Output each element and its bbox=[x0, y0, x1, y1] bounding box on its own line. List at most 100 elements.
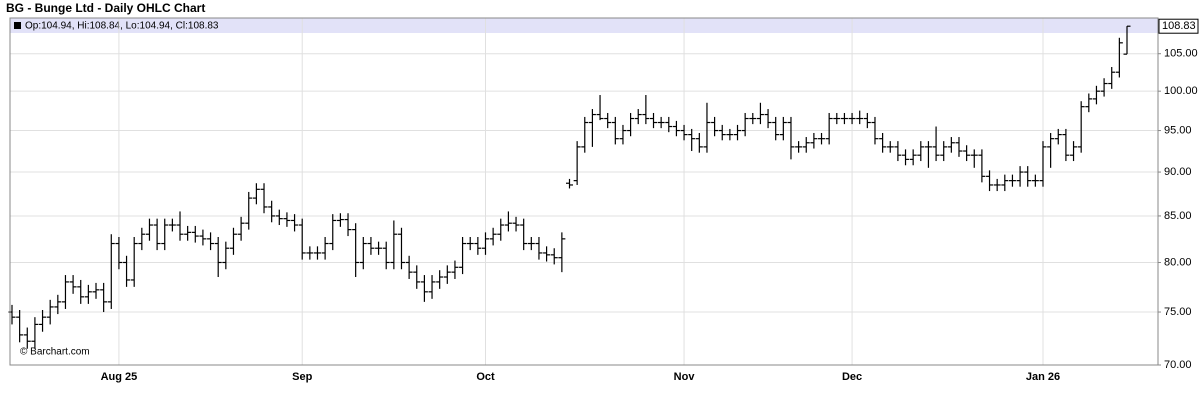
ohlc-bar bbox=[650, 112, 658, 129]
header-label: Op:104.94, Hi:108.84, Lo:104.94, Cl:108.… bbox=[25, 21, 219, 32]
x-tick-label: Aug 25 bbox=[101, 371, 138, 383]
ohlc-bar bbox=[54, 294, 62, 315]
ohlc-bar bbox=[695, 132, 703, 153]
ohlc-bar bbox=[818, 132, 826, 145]
ohlc-bar bbox=[321, 237, 329, 260]
ohlc-bar bbox=[497, 218, 505, 241]
ohlc-bar bbox=[741, 112, 749, 137]
ohlc-bar bbox=[336, 213, 344, 227]
ohlc-bar bbox=[184, 225, 192, 241]
ohlc-bar bbox=[1016, 166, 1024, 187]
ohlc-bar bbox=[176, 211, 184, 241]
ohlc-bar bbox=[833, 112, 841, 125]
ohlc-bar bbox=[428, 275, 436, 299]
ohlc-bar bbox=[489, 227, 497, 246]
ohlc-bar bbox=[894, 141, 902, 162]
ohlc-bar bbox=[214, 237, 222, 278]
ohlc-bar bbox=[1054, 128, 1062, 145]
ohlc-bar bbox=[902, 149, 910, 166]
ohlc-bar bbox=[604, 112, 612, 129]
ohlc-bar bbox=[550, 248, 558, 265]
ohlc-bar bbox=[756, 102, 764, 125]
ohlc-bar bbox=[207, 232, 215, 251]
ohlc-bar bbox=[520, 218, 528, 251]
ohlc-bar bbox=[543, 246, 551, 262]
ohlc-bar bbox=[924, 141, 932, 168]
ohlc-bar bbox=[779, 116, 787, 141]
ohlc-bar bbox=[283, 212, 291, 227]
ohlc-bar bbox=[252, 183, 260, 205]
ohlc-bar bbox=[145, 218, 153, 241]
ohlc-bar bbox=[1100, 78, 1108, 97]
ohlc-bar bbox=[802, 137, 810, 153]
ohlc-bar bbox=[436, 270, 444, 289]
ohlc-bar bbox=[863, 112, 871, 129]
ohlc-bar bbox=[512, 216, 520, 232]
ohlc-bar bbox=[382, 241, 390, 270]
y-tick-label: 95.00 bbox=[1164, 124, 1192, 136]
ohlc-bar bbox=[130, 237, 138, 287]
ohlc-bar bbox=[397, 227, 405, 270]
ohlc-bar bbox=[672, 120, 680, 137]
ohlc-bar bbox=[1115, 37, 1123, 78]
ohlc-bar bbox=[734, 124, 742, 141]
ohlc-bar bbox=[1047, 132, 1055, 168]
ohlc-bar bbox=[123, 255, 131, 287]
header-icon bbox=[14, 22, 21, 29]
ohlc-bar bbox=[245, 191, 253, 230]
ohlc-bar bbox=[16, 309, 24, 343]
ohlc-bar bbox=[420, 275, 428, 302]
ohlc-bar bbox=[825, 112, 833, 145]
ohlc-bar bbox=[1062, 128, 1070, 162]
ohlc-bar bbox=[367, 237, 375, 255]
ohlc-bar bbox=[46, 299, 54, 325]
ohlc-bar bbox=[352, 223, 360, 278]
plot-area bbox=[8, 18, 1158, 366]
ohlc-bar bbox=[611, 116, 619, 145]
ohlc-bar bbox=[77, 279, 85, 304]
ohlc-bar bbox=[100, 282, 108, 313]
ohlc-bar bbox=[787, 116, 795, 160]
x-tick-label: Nov bbox=[674, 371, 696, 383]
ohlc-bar bbox=[642, 95, 650, 125]
ohlc-bar bbox=[61, 275, 69, 309]
ohlc-bar bbox=[1031, 174, 1039, 187]
ohlc-bar bbox=[39, 309, 47, 332]
ohlc-bar bbox=[566, 178, 573, 189]
ohlc-bar bbox=[413, 265, 421, 289]
ohlc-bar bbox=[69, 275, 77, 294]
ohlc-bar bbox=[711, 116, 719, 137]
ohlc-bar bbox=[909, 149, 917, 166]
ohlc-bar bbox=[840, 112, 848, 125]
ohlc-bar bbox=[222, 241, 230, 270]
ohlc-bar bbox=[947, 137, 955, 153]
ohlc-bar bbox=[92, 282, 100, 299]
ohlc-bar bbox=[115, 237, 123, 270]
y-tick-label: 90.00 bbox=[1164, 166, 1192, 178]
ohlc-bar bbox=[298, 218, 306, 260]
ohlc-bar bbox=[871, 116, 879, 145]
ohlc-bar bbox=[703, 102, 711, 153]
ohlc-bar bbox=[1008, 174, 1016, 187]
ohlc-bar bbox=[1001, 174, 1009, 192]
ohlc-bar bbox=[573, 141, 581, 185]
source-label: © Barchart.com bbox=[20, 347, 90, 358]
ohlc-bar bbox=[306, 246, 314, 260]
ohlc-bar bbox=[23, 327, 31, 349]
ohlc-bar bbox=[986, 170, 994, 192]
ohlc-bar bbox=[229, 227, 237, 255]
x-tick-label: Oct bbox=[476, 371, 495, 383]
ohlc-bar bbox=[1077, 101, 1085, 153]
ohlc-bar bbox=[153, 218, 161, 251]
header-band bbox=[10, 18, 1158, 33]
ohlc-bar bbox=[764, 109, 772, 129]
ohlc-bar bbox=[237, 216, 245, 241]
ohlc-bar bbox=[191, 225, 199, 243]
plot-frame bbox=[9, 17, 1159, 366]
y-tick-label: 75.00 bbox=[1164, 306, 1192, 318]
ohlc-bar bbox=[772, 116, 780, 141]
ohlc-bar bbox=[1108, 66, 1116, 89]
ohlc-bar bbox=[291, 214, 299, 232]
ohlc-bar bbox=[466, 237, 474, 251]
ohlc-bar bbox=[474, 237, 482, 255]
